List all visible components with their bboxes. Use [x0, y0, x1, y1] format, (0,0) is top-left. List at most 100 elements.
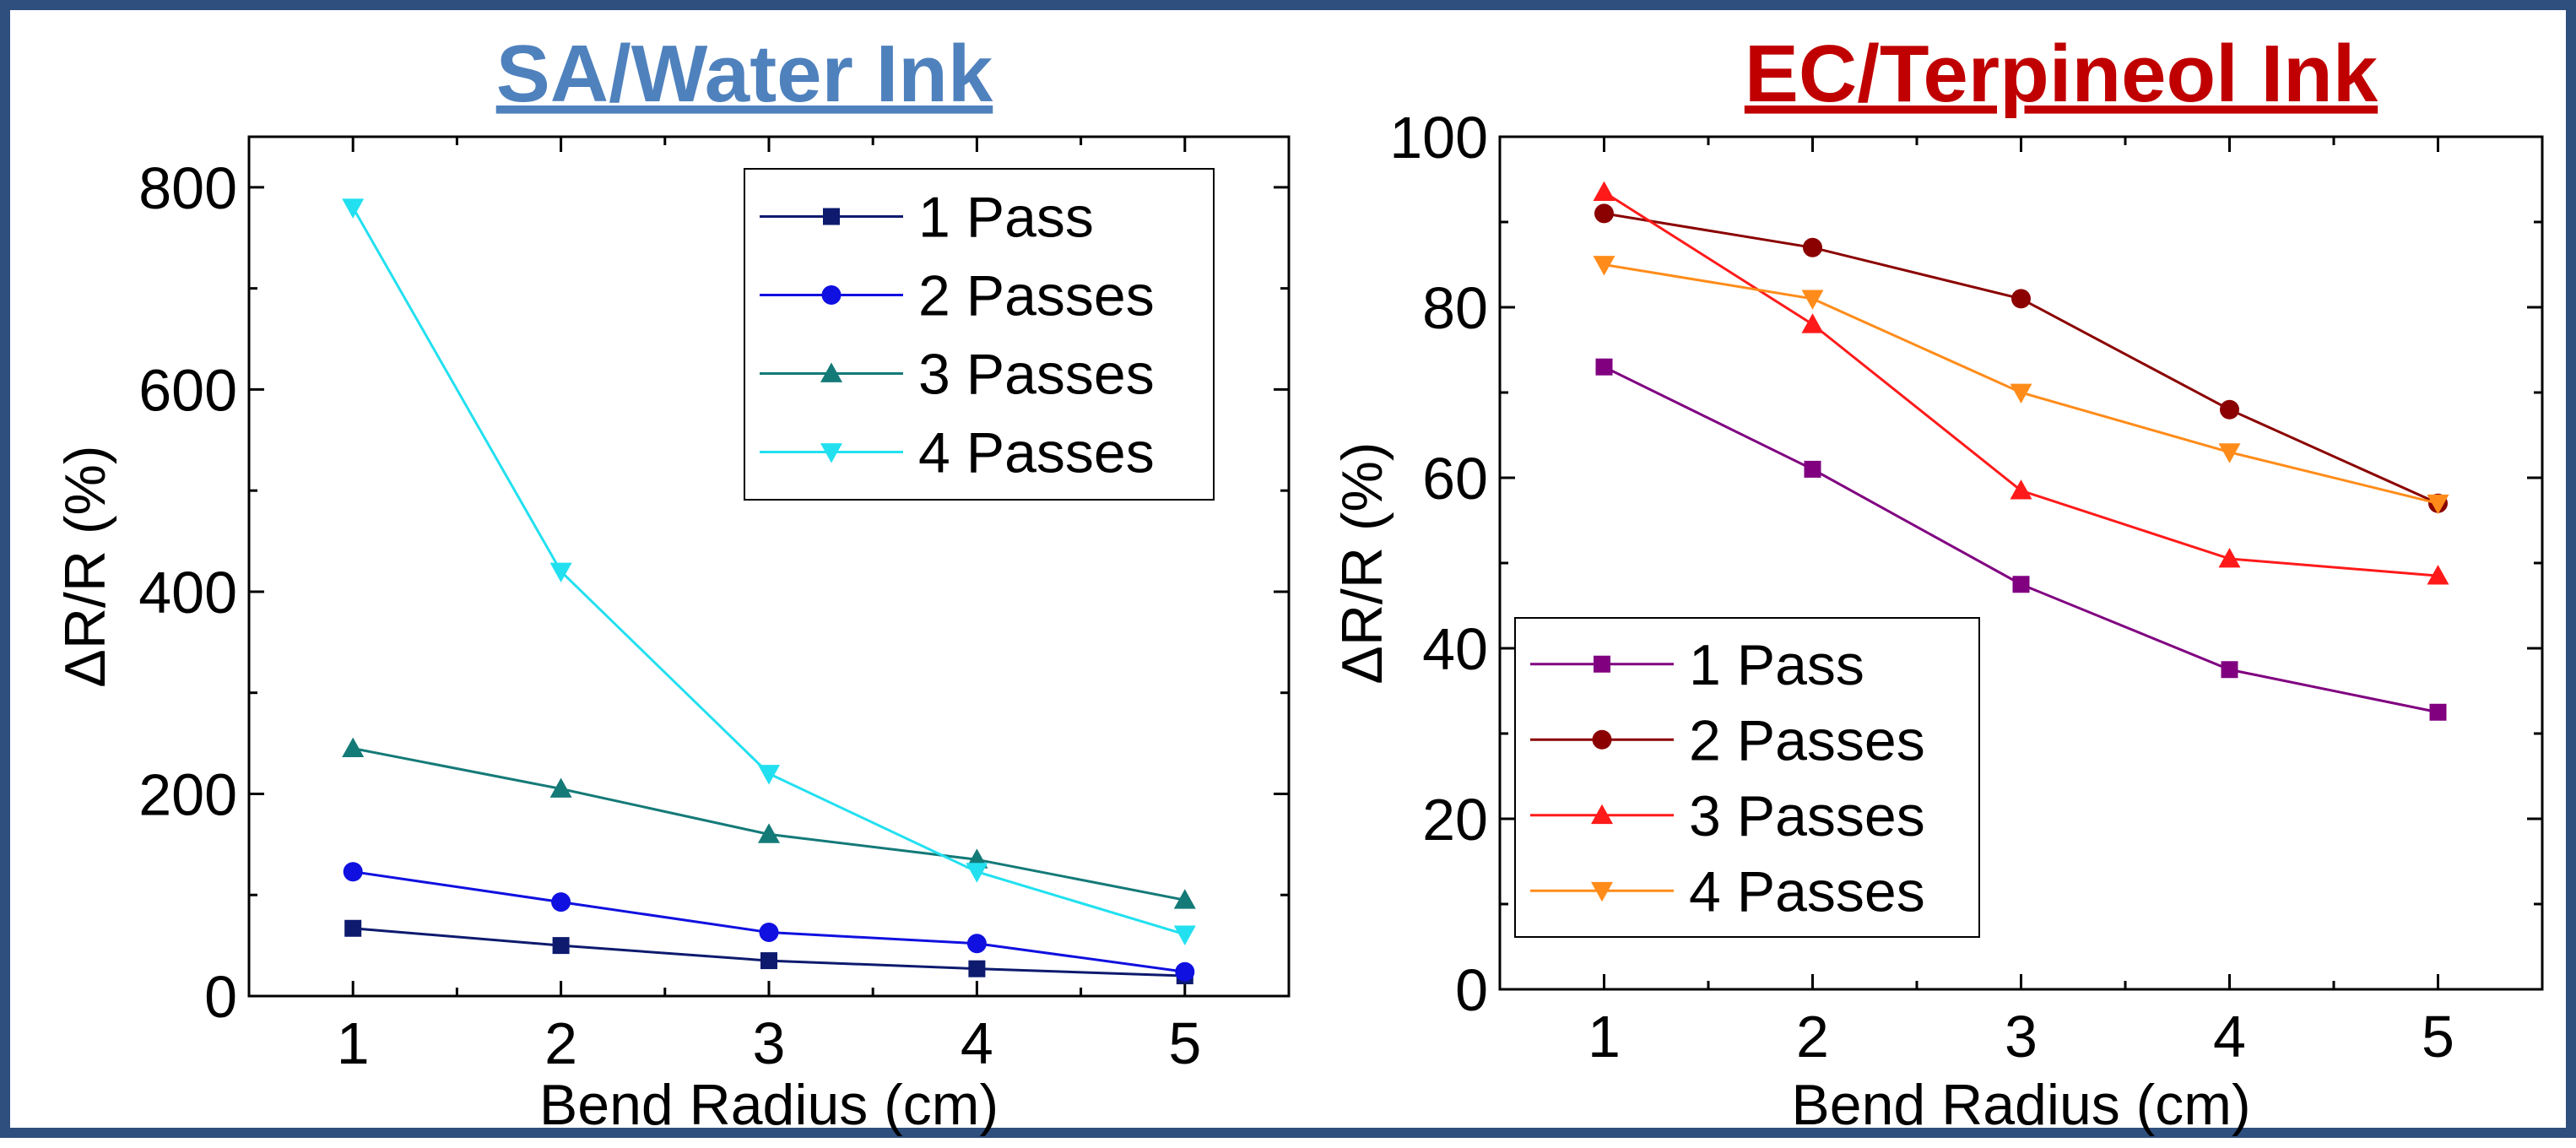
legend-label: 2 Passes — [1689, 708, 1925, 772]
data-point — [343, 862, 363, 882]
data-point — [1173, 925, 1196, 945]
x-tick-label: 3 — [753, 1010, 786, 1076]
data-point — [1801, 290, 1824, 310]
legend-label: 4 Passes — [1689, 859, 1925, 923]
y-tick-label: 600 — [138, 357, 237, 423]
x-axis-label: Bend Radius (cm) — [1791, 1073, 2250, 1137]
data-point — [1173, 889, 1196, 909]
legend-item: 4 Passes — [760, 421, 1155, 485]
data-point — [760, 952, 777, 970]
legend-swatch-marker — [823, 208, 840, 225]
legend: 1 Pass 2 Passes 3 Passes 4 Passes — [744, 168, 1215, 501]
series-3 — [1593, 181, 2449, 585]
x-tick-label: 2 — [544, 1010, 577, 1076]
legend-swatch-marker — [821, 285, 842, 305]
y-tick-label: 100 — [1389, 105, 1488, 171]
y-tick-label: 60 — [1422, 446, 1488, 512]
y-tick-label: 20 — [1422, 787, 1488, 853]
data-point — [2427, 565, 2449, 585]
data-point — [2010, 383, 2032, 403]
legend-item: 3 Passes — [760, 343, 1155, 407]
data-point — [758, 823, 780, 843]
data-point — [968, 960, 986, 977]
data-point — [2218, 547, 2241, 568]
x-tick-label: 1 — [1588, 1004, 1621, 1069]
x-axis-label: Bend Radius (cm) — [539, 1073, 998, 1137]
legend-label: 3 Passes — [1689, 784, 1925, 848]
legend-swatch-marker — [1594, 655, 1610, 673]
data-point — [344, 919, 362, 937]
data-point — [549, 777, 572, 798]
data-point — [2221, 661, 2238, 679]
legend-item: 4 Passes — [1530, 859, 1925, 923]
legend: 1 Pass 2 Passes 3 Passes 4 Passes — [1514, 617, 1980, 938]
legend-label: 1 Pass — [918, 186, 1094, 250]
data-point — [2427, 494, 2449, 515]
chart-title: SA/Water Ink — [496, 29, 993, 119]
series-4 — [342, 198, 1196, 945]
legend-item: 1 Pass — [760, 186, 1094, 250]
y-tick-label: 40 — [1422, 616, 1488, 682]
data-point — [342, 198, 365, 219]
series-2 — [343, 862, 1195, 982]
data-point — [552, 937, 570, 955]
x-tick-label: 4 — [2213, 1004, 2246, 1069]
legend-item: 2 Passes — [760, 264, 1155, 328]
data-point — [2429, 703, 2447, 721]
legend-swatch-marker — [1592, 729, 1612, 750]
series-2 — [1594, 203, 2448, 513]
x-tick-label: 5 — [1168, 1010, 1201, 1076]
series-1 — [1595, 358, 2447, 721]
y-tick-label: 400 — [138, 560, 237, 625]
chart-title: EC/Terpineol Ink — [1745, 29, 2378, 119]
data-point — [2010, 479, 2032, 500]
y-axis-label: ΔR/R (%) — [53, 445, 117, 687]
data-point — [758, 765, 780, 785]
legend-label: 4 Passes — [918, 421, 1155, 485]
x-tick-label: 1 — [337, 1010, 370, 1076]
data-point — [966, 934, 987, 954]
data-point — [1595, 358, 1613, 376]
legend-label: 1 Pass — [1689, 633, 1864, 697]
data-point — [1594, 203, 1614, 224]
legend-item: 1 Pass — [1530, 633, 1864, 697]
data-point — [2011, 289, 2031, 309]
data-point — [759, 923, 779, 943]
data-point — [1175, 961, 1195, 982]
legend-swatch-marker — [820, 443, 842, 463]
y-axis-label: ΔR/R (%) — [1330, 441, 1394, 684]
legend-swatch-marker — [1591, 881, 1613, 902]
legend-label: 3 Passes — [918, 343, 1155, 407]
x-tick-label: 4 — [961, 1010, 993, 1076]
legend-label: 2 Passes — [918, 264, 1155, 328]
legend-swatch-marker — [820, 362, 842, 382]
data-point — [549, 562, 572, 582]
chart-panel-2: EC/Terpineol Ink 1 2 3 4 5 0 20 40 60 80 100 Bend Ra… — [1330, 29, 2544, 1137]
data-point — [2012, 576, 2030, 593]
x-tick-label: 2 — [1796, 1004, 1829, 1069]
y-tick-label: 0 — [204, 964, 237, 1030]
legend-item: 2 Passes — [1530, 708, 1925, 772]
data-point — [1593, 181, 1615, 202]
y-tick-label: 800 — [138, 155, 237, 221]
data-point — [2220, 399, 2239, 420]
y-tick-label: 200 — [138, 761, 237, 827]
series-4 — [1593, 256, 2449, 515]
data-point — [1801, 313, 1824, 333]
x-tick-label: 5 — [2422, 1004, 2454, 1069]
y-tick-label: 0 — [1455, 957, 1488, 1023]
data-point — [966, 863, 988, 883]
data-point — [342, 737, 365, 757]
series-line — [1604, 212, 2439, 505]
data-point — [1804, 460, 1821, 478]
data-point — [1803, 237, 1822, 257]
legend-swatch-marker — [1591, 804, 1613, 825]
data-point — [2218, 443, 2241, 463]
data-point — [1593, 256, 1615, 276]
series-3 — [342, 737, 1196, 909]
data-point — [551, 892, 571, 912]
y-tick-label: 80 — [1422, 275, 1488, 341]
chart-panel-1: SA/Water Ink 1 2 3 4 5 0 200 400 600 800 Bend Radiu… — [53, 29, 1291, 1137]
